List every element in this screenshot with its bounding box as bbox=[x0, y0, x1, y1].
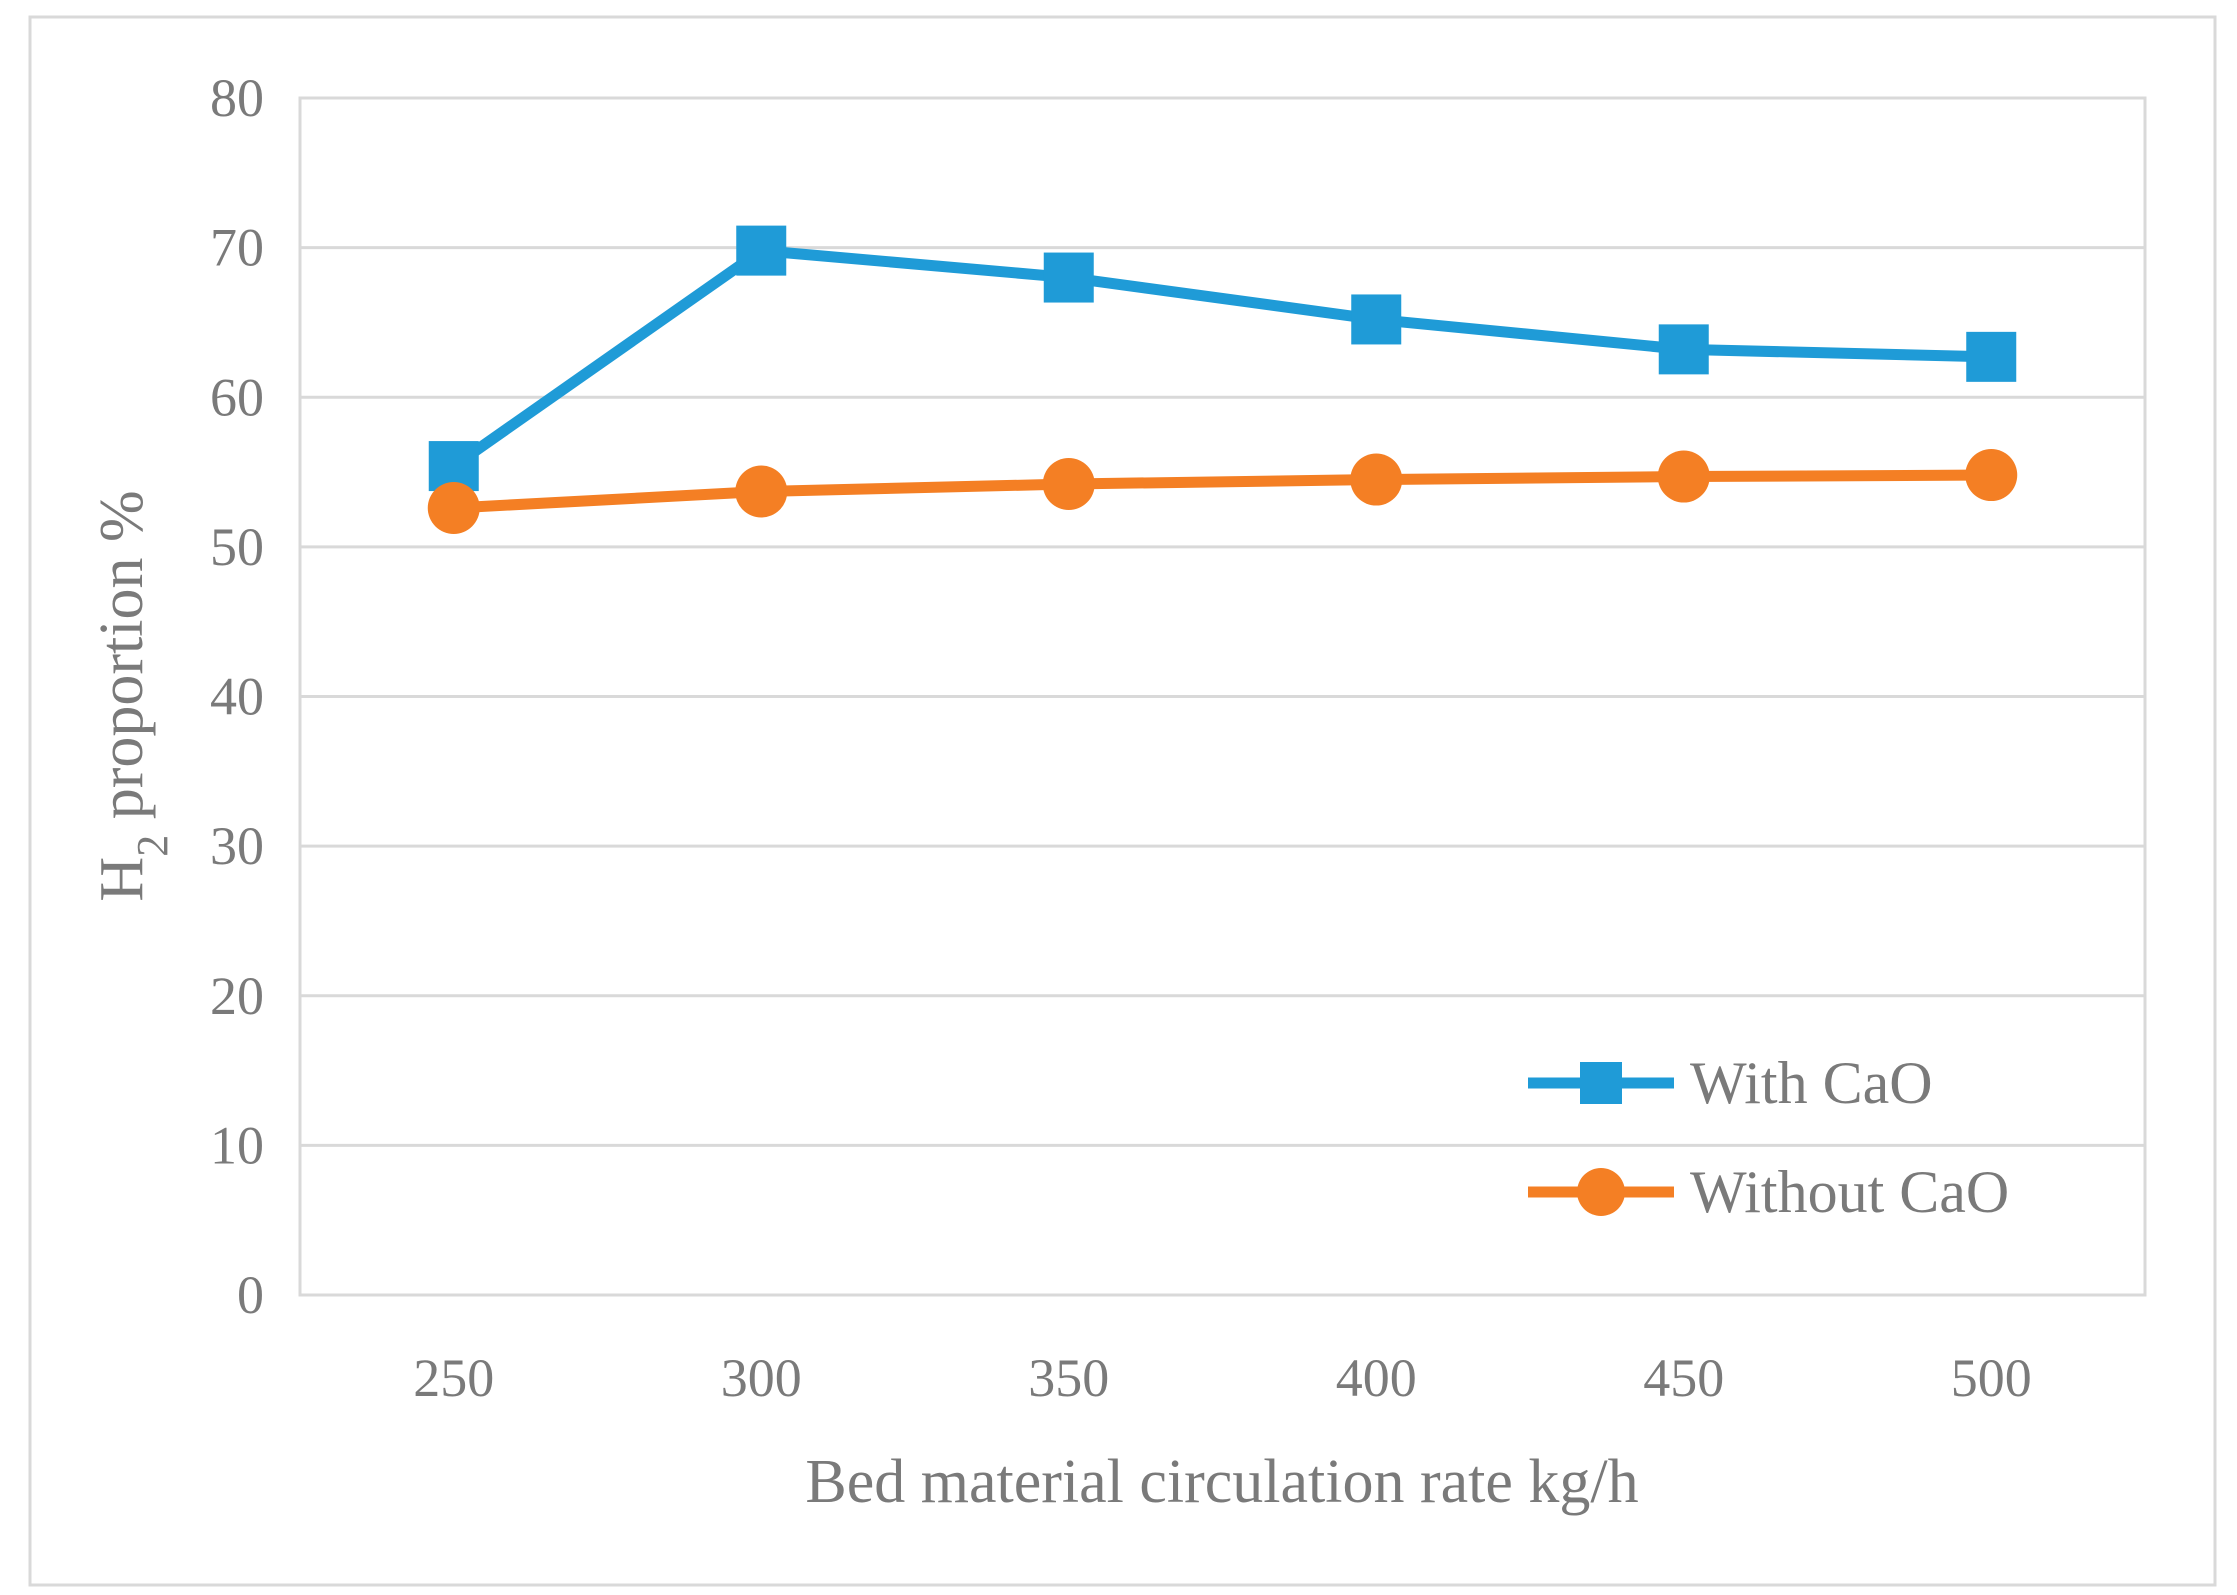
series-layer bbox=[427, 225, 2018, 534]
legend-entry-without-cao: Without CaO bbox=[1528, 1159, 2009, 1225]
y-tick-label: 30 bbox=[210, 816, 264, 876]
x-tick-label: 300 bbox=[721, 1348, 802, 1408]
legend-marker-circle bbox=[1577, 1168, 1625, 1216]
x-tick-label: 500 bbox=[1951, 1348, 2032, 1408]
y-axis-title: H2 proportion % bbox=[88, 490, 177, 901]
series-line-1 bbox=[453, 469, 1992, 514]
data-point-1-0 bbox=[427, 481, 480, 534]
data-point-1-3 bbox=[1350, 453, 1403, 506]
data-point-0-3 bbox=[1351, 294, 1402, 345]
x-tick-label: 350 bbox=[1028, 1348, 1109, 1408]
data-point-0-5 bbox=[1966, 331, 2017, 382]
data-point-0-1 bbox=[736, 225, 787, 276]
y-axis-title-rest: proportion % bbox=[88, 490, 156, 834]
y-tick-label: 20 bbox=[210, 966, 264, 1026]
y-tick-label: 70 bbox=[210, 218, 264, 278]
y-tick-label: 60 bbox=[210, 367, 264, 427]
x-tick-label: 400 bbox=[1336, 1348, 1417, 1408]
series-line-0 bbox=[450, 245, 1992, 471]
data-point-1-1 bbox=[735, 465, 788, 518]
y-tick-label: 40 bbox=[210, 667, 264, 727]
x-tick-label: 250 bbox=[413, 1348, 494, 1408]
y-tick-label: 10 bbox=[210, 1115, 264, 1175]
data-point-0-4 bbox=[1658, 324, 1709, 375]
data-point-1-5 bbox=[1965, 449, 2018, 502]
data-point-0-2 bbox=[1043, 252, 1094, 303]
x-tick-label: 450 bbox=[1643, 1348, 1724, 1408]
legend-entry-with-cao: With CaO bbox=[1528, 1050, 1933, 1116]
y-axis-title-subscript: 2 bbox=[128, 835, 177, 857]
plot-area-border bbox=[298, 96, 2147, 1297]
data-point-1-4 bbox=[1657, 450, 1710, 503]
x-axis-title: Bed material circulation rate kg/h bbox=[805, 1448, 1638, 1516]
x-axis-ticks: 250 300 350 400 450 500 bbox=[413, 1348, 2032, 1408]
legend-marker-square bbox=[1580, 1062, 1622, 1104]
y-axis-title-main: H bbox=[88, 857, 156, 902]
legend: With CaO Without CaO bbox=[1528, 1050, 2009, 1225]
y-tick-label: 50 bbox=[210, 517, 264, 577]
y-tick-label: 0 bbox=[237, 1265, 264, 1325]
y-tick-label: 80 bbox=[210, 68, 264, 128]
data-point-1-2 bbox=[1042, 458, 1095, 511]
legend-label-without-cao: Without CaO bbox=[1690, 1159, 2009, 1225]
legend-label-with-cao: With CaO bbox=[1690, 1050, 1933, 1116]
y-axis-ticks: 0 10 20 30 40 50 60 70 80 bbox=[210, 68, 264, 1325]
figure-frame bbox=[28, 15, 2217, 1587]
